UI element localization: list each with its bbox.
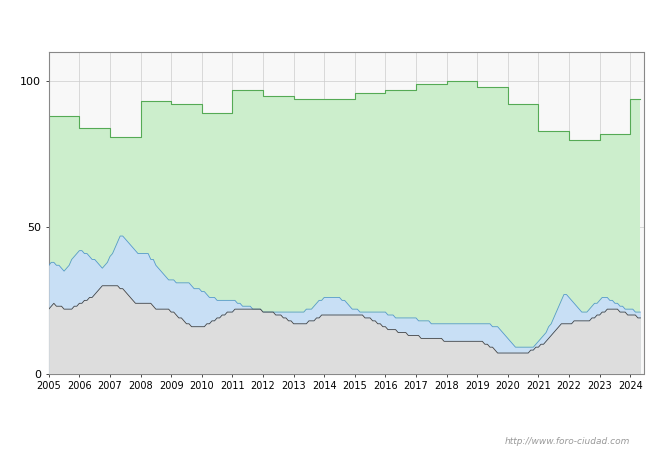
Text: Sotillo de las Palomas - Evolucion de la poblacion en edad de Trabajar Mayo de 2: Sotillo de las Palomas - Evolucion de la… (8, 17, 642, 30)
Text: http://www.foro-ciudad.com: http://www.foro-ciudad.com (505, 436, 630, 446)
